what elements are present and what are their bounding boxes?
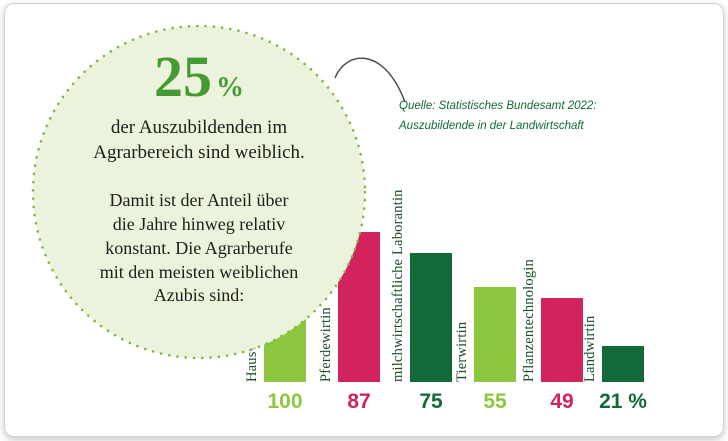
bar bbox=[541, 298, 583, 382]
bar bbox=[602, 346, 644, 382]
bar-value: 100 bbox=[267, 390, 303, 413]
stat-unit: % bbox=[216, 72, 244, 103]
bar-chart: Hauswirtschafterin100Pferdewirtin87milch… bbox=[5, 4, 723, 436]
stat-circle: 25 % der Auszubildenden im Agrarbereich … bbox=[29, 22, 369, 362]
bar-value: 87 bbox=[347, 390, 371, 413]
stat-subtitle: der Auszubildenden im Agrarbereich sind … bbox=[93, 117, 305, 163]
dotted-circle-icon bbox=[31, 24, 367, 360]
bar-category-label: milchwirtschaftliche Laborantin bbox=[390, 189, 406, 382]
source-line-1: Quelle: Statistisches Bundesamt 2022: bbox=[399, 100, 597, 112]
bar-value: 55 bbox=[483, 390, 507, 413]
bar bbox=[410, 253, 452, 382]
bar-category-label: Tierwirtin bbox=[454, 321, 470, 382]
bar-value: 49 bbox=[550, 390, 574, 413]
stat-body: Damit ist der Anteil über die Jahre hinw… bbox=[99, 190, 299, 306]
infographic-card: Hauswirtschafterin100Pferdewirtin87milch… bbox=[4, 3, 724, 437]
bar-category-label: Landwirtin bbox=[582, 315, 598, 382]
bar-category-label: Pflanzentechnologin bbox=[521, 259, 537, 382]
bar-value: 75 bbox=[419, 390, 443, 413]
source-note: Quelle: Statistisches Bundesamt 2022: Au… bbox=[399, 96, 597, 136]
bar bbox=[474, 287, 516, 382]
stat-headline: 25 % bbox=[154, 48, 244, 106]
stat-value: 25 bbox=[154, 44, 212, 109]
source-line-2: Auszubildende in der Landwirtschaft bbox=[399, 120, 584, 133]
stat-circle-content: 25 % der Auszubildenden im Agrarbereich … bbox=[29, 22, 369, 362]
connector-arc-icon bbox=[334, 57, 406, 103]
bar-value: 21 % bbox=[599, 390, 647, 413]
